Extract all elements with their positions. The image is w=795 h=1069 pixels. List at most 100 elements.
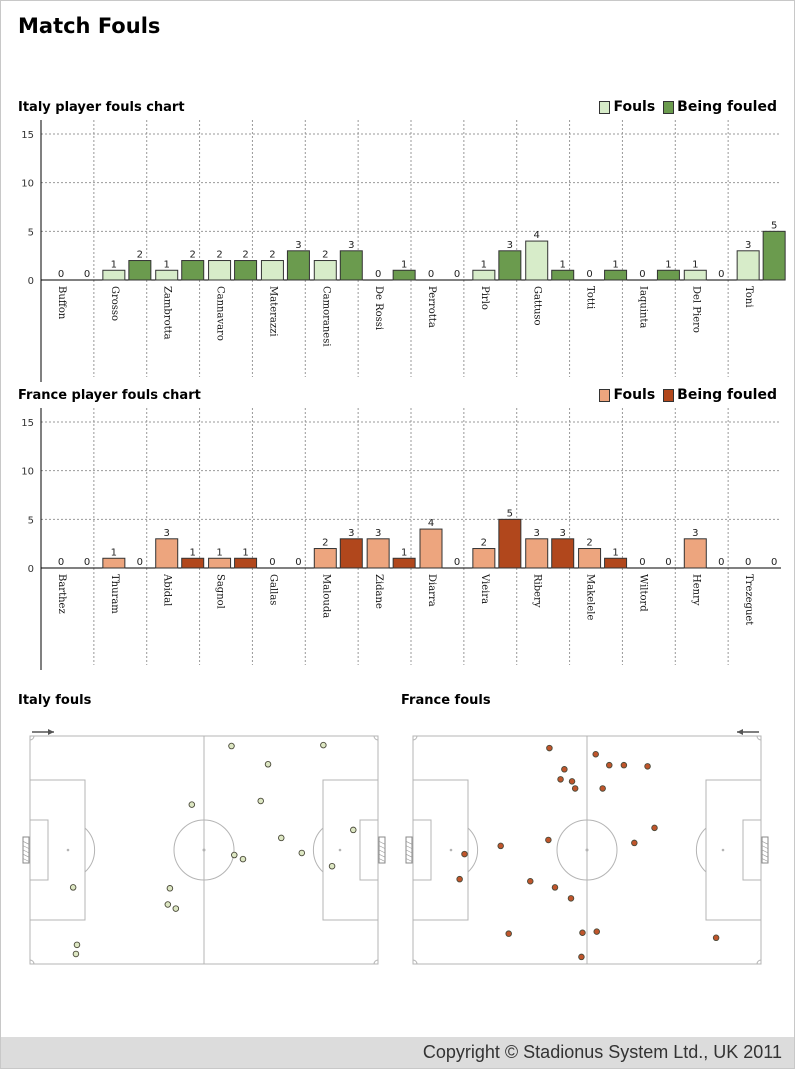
bar-value-label: 2 [586, 538, 592, 549]
legend-item-being-fouled: Being fouled [663, 387, 777, 403]
bar-value-label: 0 [58, 557, 64, 568]
foul-location-dot [571, 785, 579, 792]
x-tick-label-player: Camoranesi [320, 286, 331, 347]
foul-location-dot [568, 778, 576, 785]
penalty-spot-left [66, 848, 70, 852]
being-fouled-bar [551, 269, 575, 281]
corner-arc [412, 959, 418, 965]
fouls-bar [578, 548, 602, 569]
fouls-bar [683, 538, 707, 569]
y-tick-label: 0 [28, 564, 34, 575]
foul-location-dot [546, 744, 553, 752]
bar-value-label: 2 [137, 250, 143, 261]
fouls-swatch [599, 388, 611, 402]
bar-value-label: 3 [295, 240, 301, 251]
being-fouled-bar [339, 538, 363, 569]
x-tick-label-player: Totti [585, 286, 596, 309]
goal-left [22, 836, 30, 864]
foul-location-dot [328, 862, 336, 870]
bar-value-label: 2 [322, 538, 328, 549]
x-tick-label-player: Perrotta [426, 286, 437, 328]
x-tick-label-player: De Rossi [373, 286, 384, 330]
france-chart-title: France player fouls chart [18, 388, 201, 403]
foul-location-dot [545, 836, 552, 844]
foul-location-dot [298, 849, 306, 857]
being-fouled-bar [339, 250, 363, 281]
fouls-bar [313, 548, 337, 569]
goal-net-line [761, 845, 769, 849]
bar-value-label: 3 [164, 528, 170, 539]
fouls-bar [102, 269, 126, 281]
legend-item-being-fouled: Being fouled [663, 99, 777, 115]
fouls-bar [155, 538, 179, 569]
x-tick-label-player: Cannavaro [215, 286, 226, 341]
being-fouled-bar [392, 557, 416, 569]
penalty-spot-right [338, 848, 342, 852]
foul-location-dot [172, 905, 180, 912]
goal-net-line [761, 858, 769, 862]
bar-value-label: 0 [454, 557, 460, 568]
x-tick-label-player: Wiltord [637, 574, 648, 612]
bar-value-label: 2 [216, 250, 222, 261]
being-fouled-swatch [663, 100, 675, 114]
being-fouled-bar [181, 260, 205, 281]
fouls-bar [472, 269, 496, 281]
goal-net-line [761, 853, 769, 858]
italy-chart-legend: Fouls Being fouled [599, 99, 777, 115]
goal-net-line [22, 849, 30, 854]
x-tick-label-player: Iaquinta [637, 286, 648, 328]
goal-net-line [378, 845, 386, 849]
penalty-spot-left [449, 848, 453, 852]
x-tick-label-player: Abidal [162, 573, 173, 606]
goal-area-right [359, 819, 379, 881]
x-tick-label-player: Grosso [109, 286, 120, 321]
foul-location-dot [456, 875, 463, 883]
bar-value-label: 0 [58, 269, 64, 280]
bar-value-label: 3 [348, 528, 354, 539]
fouls-bar [260, 260, 284, 281]
x-tick-label-player: Toni [743, 286, 754, 308]
corner-arc [373, 959, 379, 965]
being-fouled-bar [498, 518, 522, 569]
y-tick-label: 5 [28, 227, 34, 238]
x-tick-label-player: Gattuso [532, 286, 543, 326]
goal-area-right [742, 819, 762, 881]
foul-location-dot [593, 928, 600, 935]
bar-value-label: 1 [401, 547, 407, 558]
fouls-bar [155, 269, 179, 281]
bar-value-label: 3 [348, 240, 354, 251]
bar-value-label: 0 [84, 557, 90, 568]
being-fouled-bar [498, 250, 522, 281]
foul-location-dot [228, 742, 235, 750]
attack-direction-arrowhead [737, 729, 743, 735]
y-tick-label: 15 [21, 130, 34, 141]
bar-value-label: 1 [111, 547, 117, 558]
bar-value-label: 0 [454, 269, 460, 280]
foul-location-dot [239, 855, 247, 863]
fouls-bar [472, 548, 496, 569]
foul-location-dot [712, 934, 720, 942]
bar-value-label: 3 [560, 528, 566, 539]
chart-grid [41, 408, 781, 665]
bar-value-label: 0 [137, 557, 143, 568]
penalty-arc-right [695, 827, 707, 873]
foul-location-dot [567, 895, 575, 902]
penalty-arc-left [84, 827, 96, 873]
bar-value-label: 2 [322, 250, 328, 261]
bar-value-label: 1 [665, 259, 671, 270]
goal-net-line [378, 853, 386, 858]
penalty-box-left [412, 779, 469, 921]
centre-circle [556, 819, 618, 881]
goal-net-line [22, 853, 30, 858]
italy-fouls-pitch [22, 729, 386, 965]
bar-value-label: 4 [428, 518, 434, 529]
x-tick-label-player: Sagnol [215, 574, 226, 609]
bar-value-label: 0 [771, 557, 777, 568]
legend-item-fouls: Fouls [599, 387, 655, 403]
goal-net-line [405, 849, 413, 854]
corner-arc [756, 735, 762, 741]
foul-location-dot [264, 761, 272, 768]
italy-pitch-title: Italy fouls [18, 693, 92, 708]
